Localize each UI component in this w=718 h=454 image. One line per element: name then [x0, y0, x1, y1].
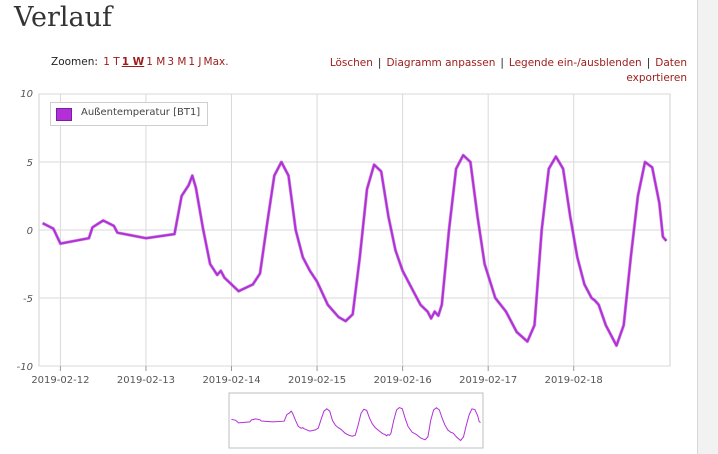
zoom-label: Zoomen: — [51, 56, 98, 68]
zoom-option[interactable]: 1 J — [188, 56, 202, 68]
x-tick-label: 2019-02-15 — [288, 375, 346, 386]
y-tick-label: -10 — [17, 362, 33, 373]
history-panel — [697, 0, 698, 454]
x-tick-label: 2019-02-17 — [459, 375, 517, 386]
toggle-legend-link[interactable]: Legende ein-/ausblenden — [508, 57, 642, 69]
zoom-option[interactable]: 1 W — [121, 56, 145, 68]
zoom-option[interactable]: 3 M — [167, 56, 187, 68]
y-tick-label: 10 — [20, 89, 33, 100]
separator: | — [377, 57, 382, 69]
x-tick-label: 2019-02-14 — [202, 375, 260, 386]
legend-swatch — [56, 108, 72, 121]
zoom-option[interactable]: Max. — [203, 56, 229, 68]
y-tick-label: 5 — [27, 158, 33, 169]
x-tick-label: 2019-02-13 — [117, 375, 175, 386]
zoom-option[interactable]: 1 T — [103, 56, 120, 68]
overview-navigator — [228, 392, 484, 449]
separator: | — [646, 57, 651, 69]
legend-label: Außentemperatur [BT1] — [81, 107, 201, 118]
y-tick-label: 0 — [27, 226, 33, 237]
page-edge — [698, 0, 718, 454]
chart-actions: Löschen | Diagramm anpassen | Legende ein-/a… — [317, 56, 687, 86]
y-tick-label: -5 — [23, 294, 33, 305]
chart-legend[interactable]: Außentemperatur [BT1] — [50, 102, 208, 126]
series-line — [42, 154, 668, 347]
export-data-link[interactable]: Daten exportieren — [626, 57, 687, 84]
customize-chart-link[interactable]: Diagramm anpassen — [386, 57, 496, 69]
x-tick-label: 2019-02-12 — [31, 375, 89, 386]
page-title: Verlauf — [14, 2, 113, 33]
separator: | — [500, 57, 504, 69]
zoom-option[interactable]: 1 M — [146, 56, 166, 68]
x-tick-label: 2019-02-16 — [374, 375, 432, 386]
series-line-shadow — [41, 153, 668, 348]
overview-series-line — [231, 407, 481, 442]
delete-link[interactable]: Löschen — [329, 57, 373, 69]
x-tick-label: 2019-02-18 — [545, 375, 603, 386]
